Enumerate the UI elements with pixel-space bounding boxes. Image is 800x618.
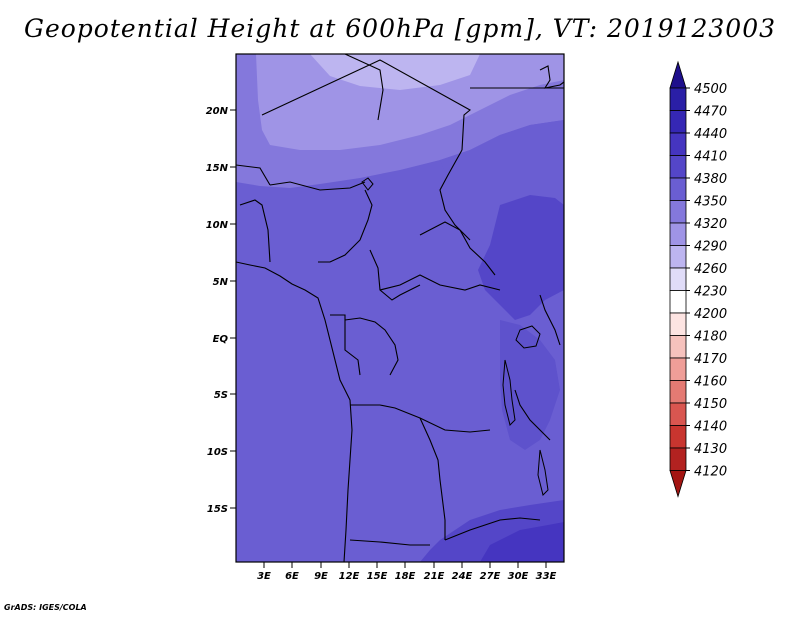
border-angola-zambia [419,417,446,540]
colorbar-label: 4150 [694,397,727,412]
colorbar-swatch [669,110,687,134]
colorbar-swatch [669,335,687,359]
grads-credit: GrADS: IGES/COLA [4,603,87,612]
lat-tick-label: 10N [206,220,229,231]
colorbar-swatch [669,87,687,111]
colorbar-swatch [669,447,687,471]
country-borders [236,54,564,562]
colorbar-swatch [669,357,687,381]
colorbar-label: 4410 [694,150,727,165]
colorbar-swatch [669,60,687,89]
colorbar-swatch [669,222,687,246]
colorbar-swatch [669,155,687,179]
lon-tick-label: 3E [257,571,271,582]
colorbar-label: 4160 [694,375,727,390]
contour-4320-north [256,54,564,150]
colorbar-label: 4260 [694,262,727,277]
lon-tick-label: 21E [424,571,445,582]
chart-title: Geopotential Height at 600hPa [gpm], VT:… [23,14,777,43]
lat-tick-label: 15N [206,163,229,174]
colorbar-swatch [669,245,687,269]
colorbar-swatch [669,402,687,426]
border-namibia [349,539,430,546]
lon-tick-label: 9E [314,571,328,582]
map-frame [235,53,565,563]
border-tanzania [514,389,551,441]
colorbar-label: 4320 [694,217,727,232]
lake-malawi [537,449,549,496]
west-coastline [236,261,353,562]
border-chad-sudan [439,149,471,241]
border-niger-nigeria [269,181,366,191]
colorbar-label: 4140 [694,420,727,435]
colorbar-label: 4440 [694,127,727,142]
colorbar: 4500 4470 4440 4410 4380 4350 4320 4290 4260 4230… [669,60,727,498]
lon-axis: 3E 6E 9E 12E 15E 18E 21E 24E 27E 30E 33E [257,562,557,582]
colorbar-label: 4350 [694,195,727,210]
lake-tanganyika [502,359,516,426]
colorbar-label: 4470 [694,105,727,120]
border-cameroon-car [369,249,421,301]
colorbar-swatches [669,60,687,498]
border-congo-drc [344,317,399,376]
lon-tick-label: 30E [508,571,529,582]
border-nigeria-cameroon [318,189,373,263]
border-zambia-mozambique [444,517,541,541]
lon-tick-label: 18E [395,571,416,582]
lat-tick-label: EQ [213,334,229,345]
lat-tick-label: 10S [207,447,228,458]
colorbar-swatch [669,290,687,314]
colorbar-label: 4120 [694,465,727,480]
height-field [236,54,564,562]
lon-tick-label: 24E [452,571,473,582]
colorbar-swatch [669,380,687,404]
colorbar-label: 4380 [694,172,727,187]
lon-tick-label: 15E [367,571,388,582]
border-libya-chad [261,59,471,151]
lon-tick-label: 33E [536,571,557,582]
colorbar-label: 4200 [694,307,727,322]
border-car-sudan [419,221,496,276]
lat-tick-label: 20N [206,106,229,117]
colorbar-label: 4290 [694,240,727,255]
contour-4290-north [310,54,480,90]
lat-axis: 20N 15N 10N 5N EQ 5S 10S 15S [206,106,236,515]
colorbar-swatch [669,200,687,224]
border-car-drc [379,274,501,291]
border-ghana-togo [239,199,271,263]
colorbar-swatch [669,470,687,498]
contour-4410-east [478,195,564,320]
colorbar-label: 4230 [694,285,727,300]
colorbar-swatch [669,425,687,449]
lat-tick-label: 15S [207,504,228,515]
contour-4440-southeast [480,522,564,562]
border-burkina [236,164,271,186]
colorbar-label: 4130 [694,442,727,457]
colorbar-label: 4500 [694,82,727,97]
border-gabon [330,314,361,376]
lakes [361,177,549,496]
colorbar-label: 4180 [694,330,727,345]
colorbar-label: 4170 [694,352,727,367]
colorbar-swatch [669,312,687,336]
lon-tick-label: 12E [339,571,360,582]
colorbar-labels: 4500 4470 4440 4410 4380 4350 4320 4290 4260 4230… [686,82,727,480]
border-uganda-kenya [539,294,561,346]
lake-victoria [515,325,541,349]
horn-coastline [539,65,564,89]
colorbar-swatch [669,177,687,201]
lat-tick-label: 5N [213,277,229,288]
lon-tick-label: 27E [480,571,501,582]
lake-chad [361,177,374,191]
border-algeria-niger [344,54,384,121]
lat-tick-label: 5S [214,390,228,401]
lon-tick-label: 6E [285,571,299,582]
colorbar-swatch [669,267,687,291]
colorbar-swatch [669,132,687,156]
